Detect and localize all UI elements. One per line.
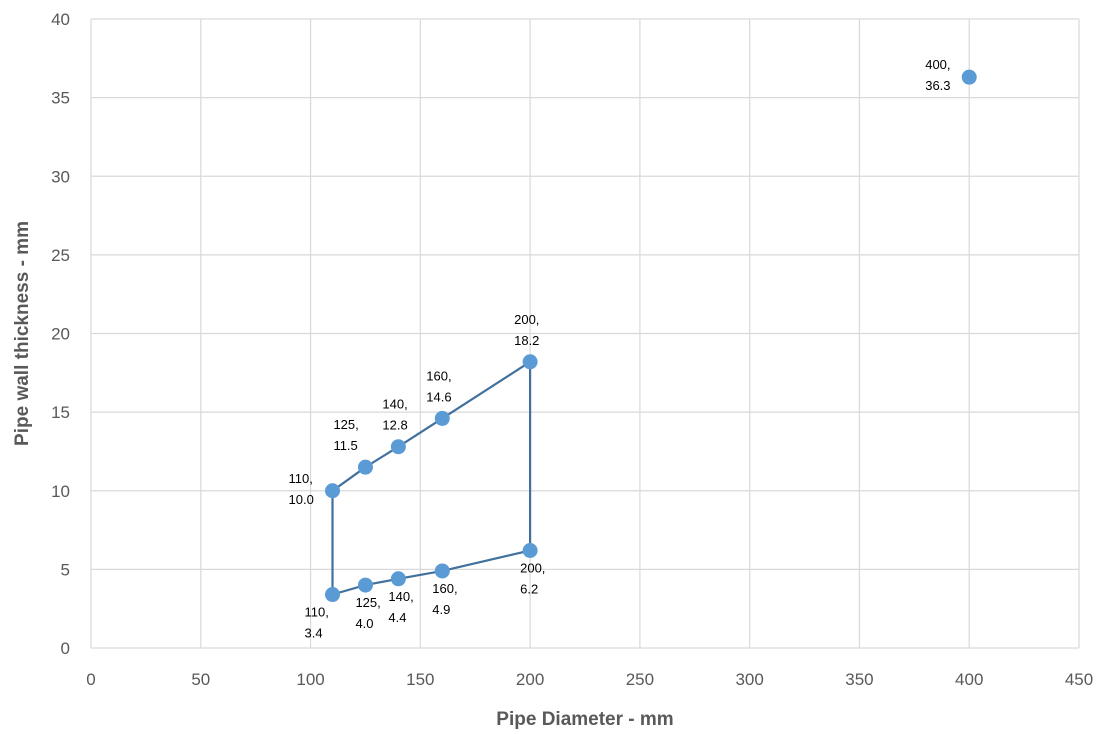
data-label-line: 200, <box>520 561 545 576</box>
data-label-line: 11.5 <box>333 438 357 453</box>
data-point <box>357 577 373 593</box>
y-tick-label: 25 <box>51 246 70 265</box>
data-label: 140, 12.8 <box>382 397 407 433</box>
data-label: 160, 14.6 <box>426 368 451 404</box>
y-axis-title: Pipe wall thickness - mm <box>12 221 33 446</box>
data-label: 140, 4.4 <box>388 589 413 625</box>
data-label-line: 18.2 <box>514 333 539 348</box>
data-label-line: 160, <box>432 581 457 596</box>
data-point <box>357 459 373 475</box>
data-label-line: 3.4 <box>305 626 323 641</box>
y-tick-label: 35 <box>51 89 70 108</box>
y-tick-label: 0 <box>61 639 70 658</box>
data-label-line: 4.4 <box>388 610 406 625</box>
data-label-line: 140, <box>388 589 413 604</box>
x-tick-label: 200 <box>516 670 544 689</box>
data-label-line: 12.8 <box>382 418 407 433</box>
data-label-line: 125, <box>333 417 358 432</box>
x-tick-label: 400 <box>955 670 983 689</box>
data-point <box>961 69 977 85</box>
data-label-line: 125, <box>355 595 380 610</box>
x-tick-label: 250 <box>626 670 654 689</box>
data-label: 200, 18.2 <box>514 312 539 348</box>
x-tick-label: 150 <box>406 670 434 689</box>
y-tick-label: 5 <box>61 560 70 579</box>
data-point <box>522 543 538 559</box>
data-label-line: 14.6 <box>426 389 451 404</box>
x-axis-title: Pipe Diameter - mm <box>496 709 673 730</box>
data-labels: 110, 3.4 125, 4.0 140, 4.4 160, 4.9 200, 6.2 200, 1… <box>289 57 951 640</box>
data-label-line: 110, <box>289 471 313 486</box>
data-label: 125, 11.5 <box>333 417 358 453</box>
x-tick-label: 300 <box>735 670 763 689</box>
x-tick-label: 0 <box>86 670 95 689</box>
y-tick-label: 40 <box>51 10 70 29</box>
gridlines <box>90 18 1080 649</box>
data-label: 160, 4.9 <box>432 581 457 617</box>
data-point <box>434 410 450 426</box>
data-label-line: 140, <box>382 397 407 412</box>
data-label-line: 10.0 <box>289 492 314 507</box>
x-tick-label: 50 <box>191 670 210 689</box>
data-point <box>390 571 406 587</box>
data-point <box>434 563 450 579</box>
data-label-line: 4.0 <box>355 616 373 631</box>
y-tick-label: 30 <box>51 167 70 186</box>
data-label-line: 400, <box>925 57 950 72</box>
y-tick-label: 10 <box>51 482 70 501</box>
x-tick-label: 350 <box>845 670 873 689</box>
data-label-line: 36.3 <box>925 78 950 93</box>
y-axis-ticks: 0 5 10 15 20 25 30 35 40 <box>51 10 70 658</box>
data-label: 110, 10.0 <box>289 471 314 507</box>
data-point <box>325 587 341 603</box>
data-label: 400, 36.3 <box>925 57 950 93</box>
data-label: 110, 3.4 <box>305 605 329 641</box>
data-label-line: 160, <box>426 368 451 383</box>
data-label-line: 200, <box>514 312 539 327</box>
data-label-line: 6.2 <box>520 582 538 597</box>
x-axis-ticks: 0 50 100 150 200 250 300 350 400 450 <box>86 670 1093 689</box>
data-point <box>522 354 538 370</box>
data-markers <box>325 69 977 603</box>
x-tick-label: 450 <box>1065 670 1093 689</box>
x-tick-label: 100 <box>296 670 324 689</box>
y-tick-label: 15 <box>51 403 70 422</box>
data-point <box>390 439 406 455</box>
data-label: 200, 6.2 <box>520 561 545 597</box>
data-label-line: 4.9 <box>432 602 450 617</box>
data-label-line: 110, <box>305 605 329 620</box>
y-tick-label: 20 <box>51 325 70 344</box>
data-point <box>325 483 341 499</box>
data-label: 125, 4.0 <box>355 595 380 631</box>
